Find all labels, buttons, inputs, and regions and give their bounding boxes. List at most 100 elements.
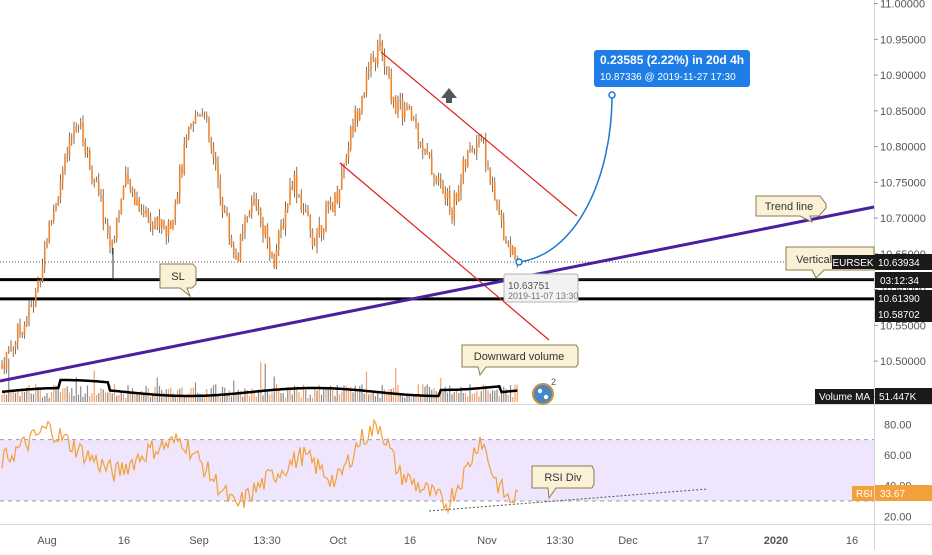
price-tick-label: 11.00000 [880,0,925,11]
volume-bar [480,391,482,402]
volume-bar [296,386,298,402]
volume-bar [496,389,498,402]
candle-body [32,305,35,307]
candle-body [493,182,496,201]
candle-body [151,225,154,230]
volume-bar [489,393,491,402]
rsi-label: RSI [856,489,873,500]
callout-trend-line[interactable]: Trend line [755,195,827,223]
volume-bar [437,394,440,402]
projection-start-handle[interactable] [515,258,523,266]
candle-body [120,199,123,215]
volume-bar [10,392,12,402]
volume-bar [68,392,71,402]
candle-body [311,229,314,246]
volume-bar [71,387,73,402]
volume-bar [417,384,419,402]
volume-ma-value: 51.447K [879,392,917,403]
volume-bar [512,397,514,402]
rsi-divergence-line[interactable] [428,488,708,512]
projection-end-handle[interactable] [608,91,616,99]
candle-body [426,148,429,154]
candle-body [136,199,138,206]
volume-bar [219,396,221,402]
candle-body [138,199,141,212]
volume-bar [482,384,485,402]
volume-bar [455,388,458,402]
candle-body [322,229,325,234]
volume-bar [84,393,86,402]
candle-body [300,195,303,211]
trend-line[interactable] [0,205,875,383]
volume-bar [257,389,260,402]
candle-body [320,225,323,234]
channel-lower-line[interactable] [339,162,550,341]
callout-sl[interactable]: SL [159,263,197,298]
candle-body [505,240,507,243]
candle-body [113,238,116,241]
volume-bar [140,390,143,402]
candle-body [286,204,289,209]
candle-body [95,180,98,182]
volume-bar [17,391,19,402]
volume-bar [401,396,404,402]
candle-body [424,148,426,151]
candle-body [192,123,195,125]
candle-body [226,212,228,217]
volume-bar [343,385,345,402]
volume-bar [266,390,269,402]
callout-rsi-div[interactable]: RSI Div [531,465,595,500]
price-tick-label: 10.90000 [880,70,926,82]
event-bubble-icon[interactable]: 2 [532,377,556,405]
volume-bar [129,392,131,402]
candle-body [208,118,210,139]
candle-body [111,240,114,247]
time-tick-label: Dec [618,535,638,547]
candle-body [259,211,262,224]
volume-bar [314,388,316,402]
candle-body [124,173,127,187]
volume-bar [305,390,307,402]
candle-body [428,153,431,158]
volume-bar [485,385,487,402]
price-marker-date: 2019-11-07 13:30 [508,291,578,301]
arrow-up-icon[interactable] [441,88,457,103]
volume-bar [156,377,158,402]
volume-bar [406,394,408,402]
time-tick-label: 16 [404,535,416,547]
volume-bar [424,386,426,402]
candle-body [181,166,183,174]
volume-bar [347,387,350,402]
volume-bar [284,397,287,402]
candle-body [201,114,204,116]
projection-label-box[interactable] [594,50,750,87]
candle-body [217,164,219,181]
volume-bar [5,394,8,402]
candle-body [230,237,233,247]
callout-vertical[interactable]: Vertical [785,246,875,279]
candle-body [271,253,273,257]
volume-ma-line [1,378,518,398]
callout-downward-volume[interactable]: Downward volume [461,344,579,377]
candle-body [390,75,393,102]
candle-body [376,45,379,64]
callout-sl-text: SL [171,271,184,283]
candle-body [228,216,231,238]
last-price-text: 10.63934 [878,258,920,269]
volume-bar [325,386,327,402]
volume-bar [48,397,50,402]
volume-bar [30,393,32,402]
projection-curve[interactable] [518,94,613,263]
candle-body [435,178,438,183]
time-tick-label: 13:30 [546,535,574,547]
volume-bar [320,394,323,402]
volume-bar [354,385,356,402]
candle-body [212,147,215,159]
candle-body [70,137,73,139]
channel-upper-line[interactable] [380,51,578,217]
volume-bar [57,389,59,402]
candle-body [289,186,291,205]
volume-bar [44,395,46,402]
candle-body [61,170,64,183]
